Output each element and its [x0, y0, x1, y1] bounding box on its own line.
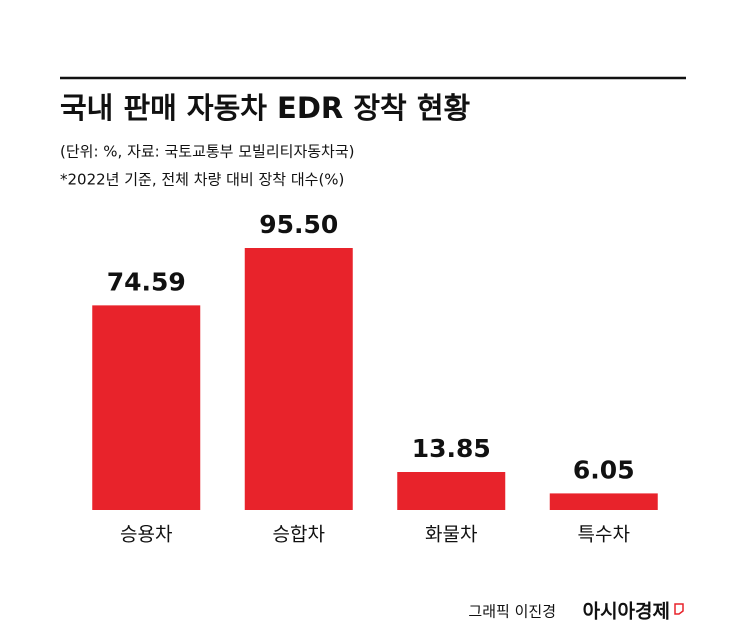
chart-title: 국내 판매 자동차 EDR 장착 현황 — [60, 91, 470, 125]
logo-icon — [674, 603, 684, 615]
value-label: 13.85 — [412, 434, 491, 463]
x-tick-label: 승용차 — [120, 524, 172, 546]
bar — [244, 248, 353, 510]
value-label: 74.59 — [107, 267, 186, 296]
source: 아시아경제 — [583, 601, 670, 623]
chart-subtitle: *2022년 기준, 전체 차량 대비 장착 대수(%) — [60, 171, 344, 189]
credit: 그래픽 이진경 — [468, 603, 556, 621]
bar — [549, 493, 658, 510]
x-tick-label: 화물차 — [425, 524, 477, 546]
chart-subtitle: (단위: %, 자료: 국토교통부 모빌리티자동차국) — [60, 143, 355, 161]
value-label: 95.50 — [259, 210, 338, 239]
bar — [397, 472, 506, 510]
value-label: 6.05 — [573, 455, 635, 484]
x-tick-label: 특수차 — [578, 524, 630, 546]
bar — [92, 305, 201, 510]
x-tick-label: 승합차 — [273, 524, 325, 546]
